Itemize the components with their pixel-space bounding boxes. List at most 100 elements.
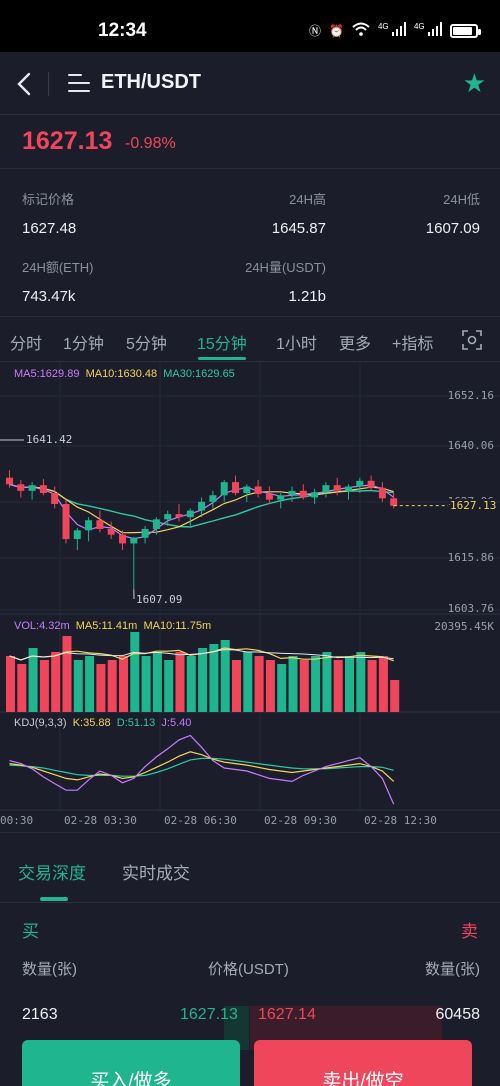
favorite-star-icon[interactable]: ★ [462,68,486,98]
interval-tab[interactable]: 分时 [10,336,43,353]
pair-menu-icon[interactable] [68,74,92,94]
trade-actions: 买入/做多 卖出/做空 [0,1036,500,1086]
candle-body [254,486,262,494]
candle-body [345,486,352,491]
stat-value: 1645.87 [271,220,326,237]
stat-label: 24H量(USDT) [245,260,326,275]
stat-label: 标记价格 [22,192,75,207]
kline-chart[interactable]: MA5:1629.89 MA10:1630.48 MA30:1629.65 16… [0,362,500,832]
volume-bar [299,660,309,712]
volume-bar [378,656,388,712]
interval-tab[interactable]: 更多 [339,336,372,353]
stat-volume: 24H量(USDT) 1.21b [245,257,326,305]
candle-body [73,530,81,540]
volume-bar [311,656,321,712]
col-qty-left: 数量(张) [22,961,77,978]
stat-value: 1627.48 [22,220,77,237]
ma5-legend: MA5:1629.89 [14,368,80,380]
stat-low: 24H低 1607.09 [426,189,480,237]
time-tick: 00:30 [0,814,34,827]
ma10-legend: MA10:1630.48 [85,368,158,380]
kdj-k-line [9,751,395,782]
price-tick: 1640.06 [447,439,494,452]
volume-bar [28,648,38,712]
stat-value: 1.21b [288,288,326,305]
back-button[interactable] [14,70,36,98]
bid-qty: 2163 [22,1006,58,1023]
vol-value: VOL:4.32m [14,620,70,632]
clock: 12:34 [98,20,147,41]
sell-short-button[interactable]: 卖出/做空 [254,1040,472,1086]
candle-body [17,484,25,491]
volume-bar [367,660,377,712]
candle-body [6,477,13,485]
volume-bar [85,656,95,712]
interval-tab[interactable]: 1分钟 [63,336,104,353]
pair-title[interactable]: ETH/USDT [101,71,201,93]
kdj-j-line [9,734,395,805]
buy-side-label: 买 [22,922,39,941]
stat-value: 743.47k [22,288,76,305]
volume-bar [39,660,49,712]
stat-value: 1607.09 [425,220,480,237]
candle-body [232,482,239,494]
ask-qty: 60458 [435,1006,481,1023]
chevron-left-icon [17,72,31,96]
volume-bar [288,656,298,712]
interval-tab[interactable]: 5分钟 [126,336,167,353]
candle-body [198,501,206,511]
volume-bar [175,652,185,712]
time-tick: 02-28 03:30 [64,814,137,827]
price-tick: 1652.16 [447,389,494,402]
ticker: 1627.13 -0.98% [0,114,500,168]
fullscreen-icon[interactable] [462,330,482,350]
stat-mark-price: 标记价格 1627.48 [22,189,76,237]
buy-long-button[interactable]: 买入/做多 [22,1040,240,1086]
signal-icon-2: 4G [414,22,442,39]
candle-body [130,537,138,544]
volume-bar [164,660,174,712]
tab-trades[interactable]: 实时成交 [122,864,190,883]
candle-body [288,490,296,496]
candle-body [186,510,194,518]
tab-active-indicator [40,897,68,901]
candle-body [175,514,183,518]
candle-body [152,519,160,529]
order-book-row[interactable]: 2163 1627.13 1627.14 60458 [0,988,500,1050]
candle-body [243,486,251,494]
time-tick: 02-28 12:30 [364,814,437,827]
candle-body [333,485,341,491]
ma30-legend: MA30:1629.65 [163,368,235,380]
candle-body [85,520,93,531]
interval-tab-active[interactable]: 15分钟 [197,336,247,353]
price-change: -0.98% [125,135,176,152]
volume-bar [333,660,343,712]
volume-bar [130,632,140,712]
tab-depth[interactable]: 交易深度 [18,864,86,883]
kdj-d-line [9,757,394,777]
stat-label: 24H低 [443,192,480,207]
high-marker: 1641.42 [26,433,73,446]
interval-tab[interactable]: 1小时 [276,336,317,353]
candle-body [311,492,319,498]
system-icons: Ⓝ ⏰ 4G 4G [309,22,481,39]
sell-side-label: 卖 [461,922,478,941]
current-price-tag: 1627.13 [450,499,497,512]
candle-body [39,485,47,494]
kdj-j: J:5.40 [161,717,192,729]
network-type-2: 4G [413,22,425,31]
volume-bar [209,644,219,712]
stat-label: 24H额(ETH) [22,260,94,275]
candle-body [378,487,386,499]
detail-tabs: 交易深度 实时成交 [0,832,500,902]
stat-high: 24H高 1645.87 [272,189,326,237]
volume-bar [198,648,208,712]
volume-bar [345,656,354,712]
vol-max: 20395.45K [434,620,494,633]
nfc-icon: Ⓝ [309,24,322,38]
price-tick: 1603.76 [447,602,494,615]
volume-bar [220,640,230,712]
market-stats: 标记价格 1627.48 24H高 1645.87 24H低 1607.09 2… [0,168,500,314]
indicator-tab[interactable]: +指标 [392,336,434,353]
candle-body [299,490,307,498]
